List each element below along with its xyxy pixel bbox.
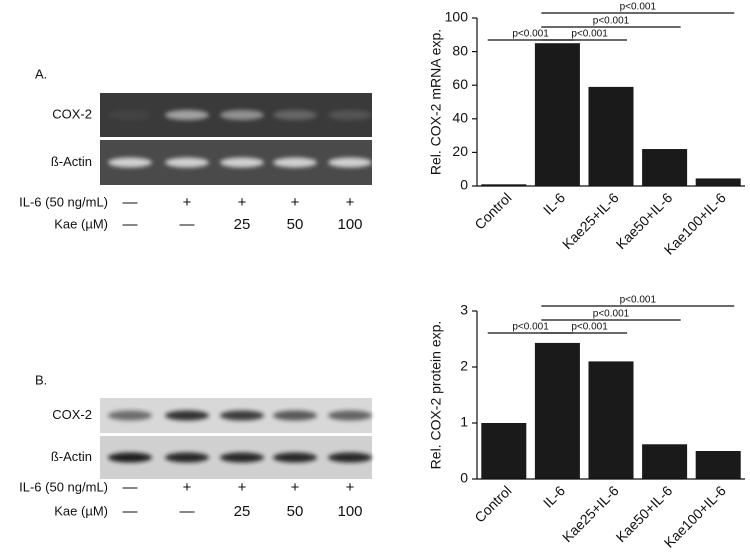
lane-label: — <box>123 503 138 520</box>
x-tick-label: IL-6 <box>540 482 569 511</box>
lane-label: + <box>238 479 247 496</box>
blot-label: COX-2 <box>52 407 92 422</box>
x-tick-label: Control <box>471 482 514 525</box>
significance-label: p<0.001 <box>512 29 549 40</box>
bar <box>534 43 580 187</box>
lane-label: + <box>346 194 355 211</box>
significance-label: p<0.001 <box>571 322 608 333</box>
lane-label: + <box>238 194 247 211</box>
gel-band <box>165 110 209 120</box>
gel-band <box>220 157 264 168</box>
y-tick-label: 0 <box>460 470 468 486</box>
bar <box>642 444 688 479</box>
bar <box>695 451 741 479</box>
gel-band <box>165 410 209 421</box>
panel-label: B. <box>35 372 47 387</box>
treatment-label: IL-6 (50 ng/mL) <box>19 194 108 209</box>
gel-band <box>328 110 372 120</box>
lane-label: + <box>291 479 300 496</box>
significance-label: p<0.001 <box>620 2 657 13</box>
blot-label: COX-2 <box>52 106 92 121</box>
bar <box>588 86 634 186</box>
blot-label: ß-Actin <box>51 449 92 464</box>
bar <box>481 423 527 479</box>
lane-label: — <box>123 479 138 496</box>
lane-label: + <box>291 194 300 211</box>
gel-band <box>220 410 264 421</box>
y-tick-label: 40 <box>452 110 468 126</box>
bar <box>534 342 580 479</box>
lane-label: + <box>183 479 192 496</box>
lane-label: — <box>123 216 138 233</box>
significance-label: p<0.001 <box>593 309 630 320</box>
lane-label: — <box>180 216 195 233</box>
x-tick-label: Kae25+IL-6 <box>559 189 622 252</box>
bar <box>481 184 527 186</box>
gel-band <box>273 452 317 463</box>
significance-label: p<0.001 <box>571 29 608 40</box>
y-tick-label: 2 <box>460 358 468 374</box>
gel-band <box>273 110 317 120</box>
gel-band <box>108 157 152 168</box>
gel-band <box>273 410 317 421</box>
gel-band <box>220 110 264 120</box>
significance-label: p<0.001 <box>512 322 549 333</box>
gel-band <box>328 452 372 463</box>
x-tick-label: Kae25+IL-6 <box>559 482 622 545</box>
y-tick-label: 1 <box>460 414 468 430</box>
y-tick-label: 3 <box>460 302 468 318</box>
gel-band <box>108 110 152 120</box>
significance-label: p<0.001 <box>620 295 657 306</box>
y-axis-title: Rel. COX-2 protein exp. <box>428 321 444 470</box>
gel-band <box>328 410 372 421</box>
lane-label: 25 <box>234 503 251 520</box>
treatment-label: Kae (µM) <box>54 216 108 231</box>
y-tick-label: 20 <box>452 143 468 159</box>
y-tick-label: 100 <box>445 9 469 25</box>
lane-label: — <box>180 503 195 520</box>
lane-label: + <box>346 479 355 496</box>
y-tick-label: 0 <box>460 177 468 193</box>
gel-band <box>273 157 317 168</box>
y-tick-label: 80 <box>452 42 468 58</box>
gel-band <box>165 157 209 168</box>
significance-label: p<0.001 <box>593 16 630 27</box>
lane-label: 100 <box>337 216 362 233</box>
lane-label: 25 <box>234 216 251 233</box>
gel-band <box>220 452 264 463</box>
lane-label: 50 <box>287 216 304 233</box>
panel-label: A. <box>35 66 47 81</box>
blot-label: ß-Actin <box>51 154 92 169</box>
gel-band <box>108 410 152 421</box>
treatment-label: Kae (µM) <box>54 503 108 518</box>
bar <box>695 178 741 186</box>
lane-label: 50 <box>287 503 304 520</box>
lane-label: 100 <box>337 503 362 520</box>
gel-band <box>108 452 152 463</box>
x-tick-label: IL-6 <box>540 189 569 218</box>
bar <box>588 361 634 479</box>
gel-band <box>165 452 209 463</box>
gel-band <box>328 157 372 168</box>
y-axis-title: Rel. COX-2 mRNA exp. <box>428 29 444 175</box>
y-tick-label: 60 <box>452 76 468 92</box>
lane-label: — <box>123 194 138 211</box>
x-tick-label: Control <box>471 189 514 232</box>
lane-label: + <box>183 194 192 211</box>
treatment-label: IL-6 (50 ng/mL) <box>19 479 108 494</box>
bar <box>642 149 688 186</box>
